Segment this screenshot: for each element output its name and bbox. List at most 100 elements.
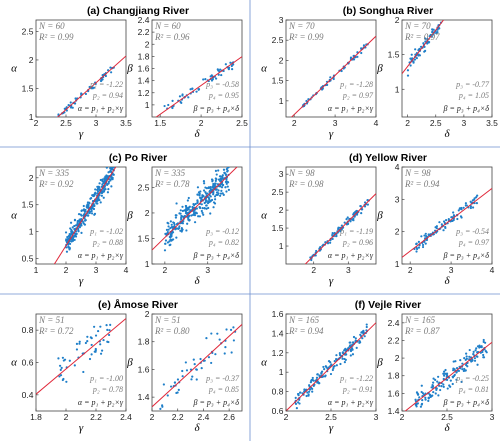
river-panel-1: (a) Changjiang River 2 2.5 3 3.5 1 1.5 2 2.5 γ α N … (11, 5, 248, 140)
regression-equation: β = p₃ + p₄×δ (193, 251, 240, 260)
data-point (294, 396, 297, 399)
data-point (420, 235, 423, 238)
data-point (352, 58, 356, 61)
data-point (442, 229, 445, 232)
data-point (58, 375, 61, 378)
regression-equation: α = p₁ + p₂×γ (328, 251, 374, 260)
slope-coefficient: p₂ = 0.88 (92, 238, 123, 247)
x-tick-label: 2.6 (223, 412, 235, 422)
data-point (471, 206, 475, 209)
regression-equation: α = p₁ + p₂×γ (328, 104, 374, 113)
data-point (425, 238, 429, 242)
data-point (74, 97, 77, 100)
data-point (219, 185, 222, 188)
y-tick-label: 2 (145, 208, 150, 218)
data-point (69, 221, 73, 224)
data-point (183, 214, 187, 218)
plot-area (402, 187, 492, 258)
data-point (219, 175, 222, 178)
x-tick-label: 3 (490, 412, 495, 422)
plot-area (304, 193, 376, 264)
data-point (420, 403, 423, 406)
data-point (163, 104, 166, 108)
data-point (329, 372, 333, 376)
data-point (61, 356, 64, 359)
data-point (344, 349, 347, 352)
data-point (455, 366, 459, 370)
slope-coefficient: p₄ = 0.95 (208, 91, 239, 100)
data-point (171, 230, 174, 234)
fit-line (152, 167, 238, 251)
y-tick-label: 2.5 (22, 26, 34, 36)
data-point (204, 78, 207, 81)
data-point (226, 167, 229, 169)
data-point (167, 225, 170, 228)
data-point (420, 390, 423, 394)
data-point (329, 361, 332, 364)
data-point (218, 338, 221, 341)
y-tick-label: 2.5 (272, 187, 284, 197)
data-point (66, 235, 69, 239)
data-point (179, 209, 182, 212)
data-point (213, 195, 217, 198)
data-point (165, 228, 169, 231)
intercept-coefficient: p₃ = -0.77 (455, 80, 490, 89)
data-point (214, 169, 218, 172)
data-point (217, 189, 220, 192)
data-point (109, 179, 112, 182)
data-point (470, 360, 473, 363)
data-point (90, 197, 93, 200)
data-point (366, 203, 369, 206)
data-point (207, 206, 210, 210)
data-point (98, 182, 101, 185)
data-point (344, 358, 347, 361)
data-point (452, 211, 455, 214)
data-point (443, 370, 446, 373)
x-tick-label: 2.2 (90, 412, 102, 422)
y-tick-label: 1.4 (272, 328, 284, 338)
data-point (186, 199, 189, 202)
data-point (164, 239, 168, 242)
data-point (70, 228, 73, 231)
y-tick-label: 1.6 (272, 309, 284, 319)
x-axis-label: δ (444, 422, 450, 434)
data-point (90, 343, 93, 347)
data-point (226, 185, 229, 188)
data-point (329, 241, 332, 244)
data-point (202, 195, 205, 198)
y-tick-label: 1.4 (138, 392, 150, 402)
data-point (214, 198, 217, 201)
data-point (166, 394, 169, 397)
data-point (229, 328, 233, 331)
y-tick-label: 1.6 (138, 364, 150, 374)
data-point (212, 201, 216, 204)
data-point (355, 213, 359, 216)
data-point (193, 363, 196, 366)
data-point (349, 220, 352, 223)
fit-line (304, 193, 376, 264)
data-point (410, 53, 413, 56)
intercept-coefficient: p₃ = -0.54 (455, 227, 489, 236)
data-point (207, 186, 210, 189)
data-point (472, 350, 475, 353)
data-point (308, 388, 312, 391)
x-tick-label: 2 (150, 412, 155, 422)
data-point (185, 212, 189, 215)
x-tick-label: 2 (400, 412, 405, 422)
data-point (75, 342, 79, 345)
data-point (475, 355, 478, 358)
r-squared: R² = 0.94 (404, 179, 440, 189)
data-point (107, 333, 111, 337)
data-point (70, 240, 73, 243)
data-point (80, 209, 84, 212)
data-point (424, 37, 427, 40)
data-point (431, 31, 434, 34)
data-point (485, 351, 488, 354)
data-point (87, 214, 90, 217)
data-point (199, 206, 202, 210)
data-point (214, 353, 217, 356)
data-point (427, 399, 430, 402)
data-point (80, 217, 83, 221)
sample-size: N = 165 (288, 315, 320, 325)
y-tick-label: 2 (395, 227, 400, 237)
